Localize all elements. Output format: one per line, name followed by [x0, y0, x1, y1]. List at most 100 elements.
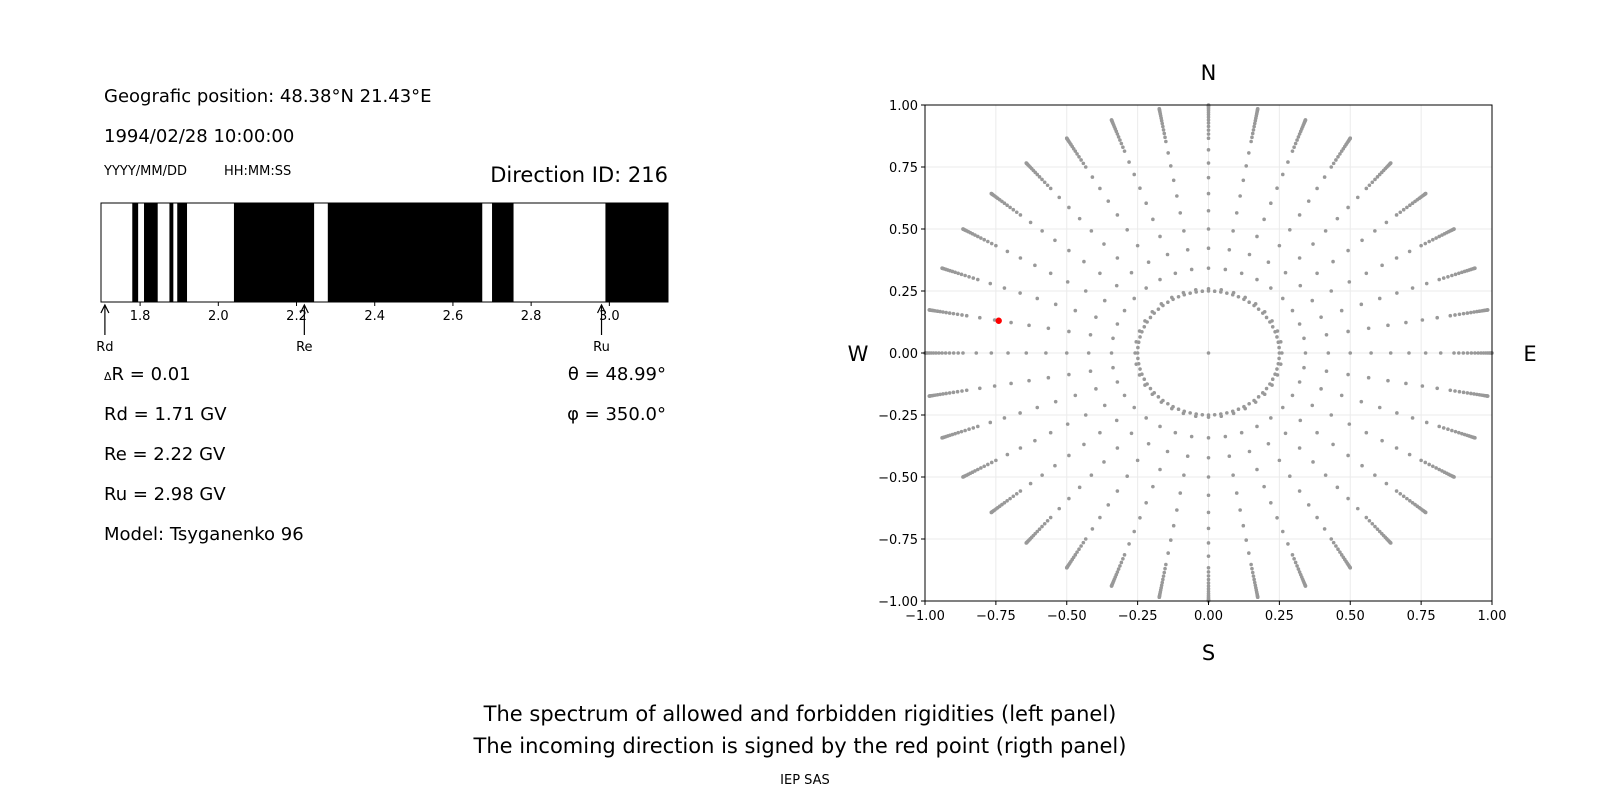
grid-point	[1348, 565, 1353, 570]
grid-point	[1109, 584, 1114, 588]
grid-point	[1298, 283, 1303, 288]
grid-point	[1212, 289, 1217, 294]
grid-point	[1292, 145, 1296, 150]
grid-point	[994, 243, 998, 248]
grid-point	[1315, 430, 1319, 435]
grid-point	[1163, 135, 1167, 140]
grid-point	[1122, 308, 1127, 313]
grid-point	[1485, 308, 1490, 312]
grid-point	[1450, 273, 1454, 278]
grid-point	[1206, 415, 1211, 419]
delta-symbol: Δ	[104, 370, 112, 383]
grid-point	[1360, 238, 1364, 243]
grid-point	[940, 266, 944, 270]
grid-point	[1410, 286, 1415, 290]
rd-value: Rd = 1.71 GV	[104, 404, 227, 425]
grid-point	[1324, 369, 1329, 373]
grid-point	[1293, 560, 1298, 565]
grid-point	[1373, 524, 1377, 529]
grid-point	[1132, 296, 1137, 301]
grid-point	[1138, 515, 1142, 520]
grid-point	[1156, 395, 1161, 399]
x-tick-label: 0.75	[1407, 609, 1436, 624]
grid-point	[1151, 484, 1155, 489]
grid-point	[927, 394, 932, 398]
grid-point	[1200, 412, 1205, 417]
grid-point	[1438, 351, 1443, 355]
grid-point	[1168, 164, 1173, 168]
grid-point	[1119, 141, 1124, 146]
grid-point	[1073, 308, 1078, 313]
grid-point	[1346, 329, 1350, 334]
grid-point	[1419, 458, 1423, 463]
grid-point	[1236, 295, 1241, 299]
grid-point	[1339, 393, 1344, 398]
grid-point	[1262, 217, 1266, 222]
grid-point	[1394, 489, 1399, 493]
grid-point	[1067, 453, 1071, 458]
grid-point	[1253, 400, 1258, 404]
x-tick-label: −0.25	[1118, 609, 1158, 624]
grid-point	[1404, 320, 1408, 325]
grid-point	[1165, 252, 1170, 257]
grid-point	[1473, 351, 1477, 355]
grid-point	[1164, 139, 1168, 144]
x-tick-label: 0.50	[1336, 609, 1365, 624]
grid-point	[975, 424, 980, 429]
rigidity-spectrum-chart: 1.8 2.0 2.2 2.4 2.6 2.8 3.0 Rd Re Ru	[96, 202, 669, 355]
grid-point	[1329, 289, 1334, 293]
grid-point	[1033, 263, 1037, 268]
grid-point	[1024, 161, 1029, 165]
grid-point	[955, 312, 960, 317]
grid-point	[1168, 538, 1173, 542]
grid-point	[1114, 283, 1119, 288]
grid-point	[1024, 541, 1029, 545]
grid-point	[989, 351, 994, 355]
y-tick-label: −1.00	[878, 595, 918, 610]
grid-point	[1206, 124, 1211, 129]
grid-point	[1373, 473, 1377, 477]
grid-point	[1253, 302, 1258, 306]
grid-point	[1334, 158, 1338, 162]
grid-point	[1225, 411, 1229, 415]
grid-point	[1283, 431, 1288, 436]
grid-point	[1410, 416, 1415, 420]
grid-point	[974, 351, 979, 355]
grid-point	[1173, 271, 1178, 276]
grid-point	[1206, 351, 1211, 355]
grid-point	[1102, 403, 1107, 408]
grid-point	[1040, 229, 1044, 233]
grid-point	[1206, 456, 1211, 460]
grid-point	[1170, 295, 1174, 300]
grid-point	[1083, 413, 1088, 417]
grid-point	[1132, 405, 1137, 410]
grid-point	[1206, 574, 1211, 578]
grid-point	[1336, 154, 1340, 159]
grid-point	[1457, 430, 1461, 435]
grid-point	[1175, 194, 1179, 198]
grid-point	[1275, 515, 1279, 520]
grid-point	[1319, 315, 1323, 319]
grid-point	[1238, 194, 1242, 198]
grid-point	[1121, 556, 1125, 561]
grid-point	[1457, 351, 1461, 355]
grid-point	[1219, 414, 1224, 419]
grid-point	[1250, 566, 1254, 571]
grid-point	[1206, 475, 1211, 479]
grid-point	[1134, 340, 1139, 344]
grid-point	[1122, 393, 1127, 398]
grid-point	[1388, 351, 1393, 355]
grid-point	[1122, 553, 1127, 557]
x-tick-label: 0.00	[1194, 609, 1223, 624]
spectrum-tick-label: 2.4	[364, 309, 385, 324]
grid-point	[1386, 378, 1390, 383]
x-tick-label: −0.50	[1047, 609, 1087, 624]
grid-point	[1079, 158, 1083, 162]
grid-point	[1077, 154, 1081, 159]
grid-point	[1329, 413, 1334, 417]
spectrum-tick-label: 1.8	[130, 309, 151, 324]
grid-point	[1193, 414, 1198, 419]
grid-point	[1293, 141, 1298, 146]
grid-point	[1144, 416, 1148, 420]
